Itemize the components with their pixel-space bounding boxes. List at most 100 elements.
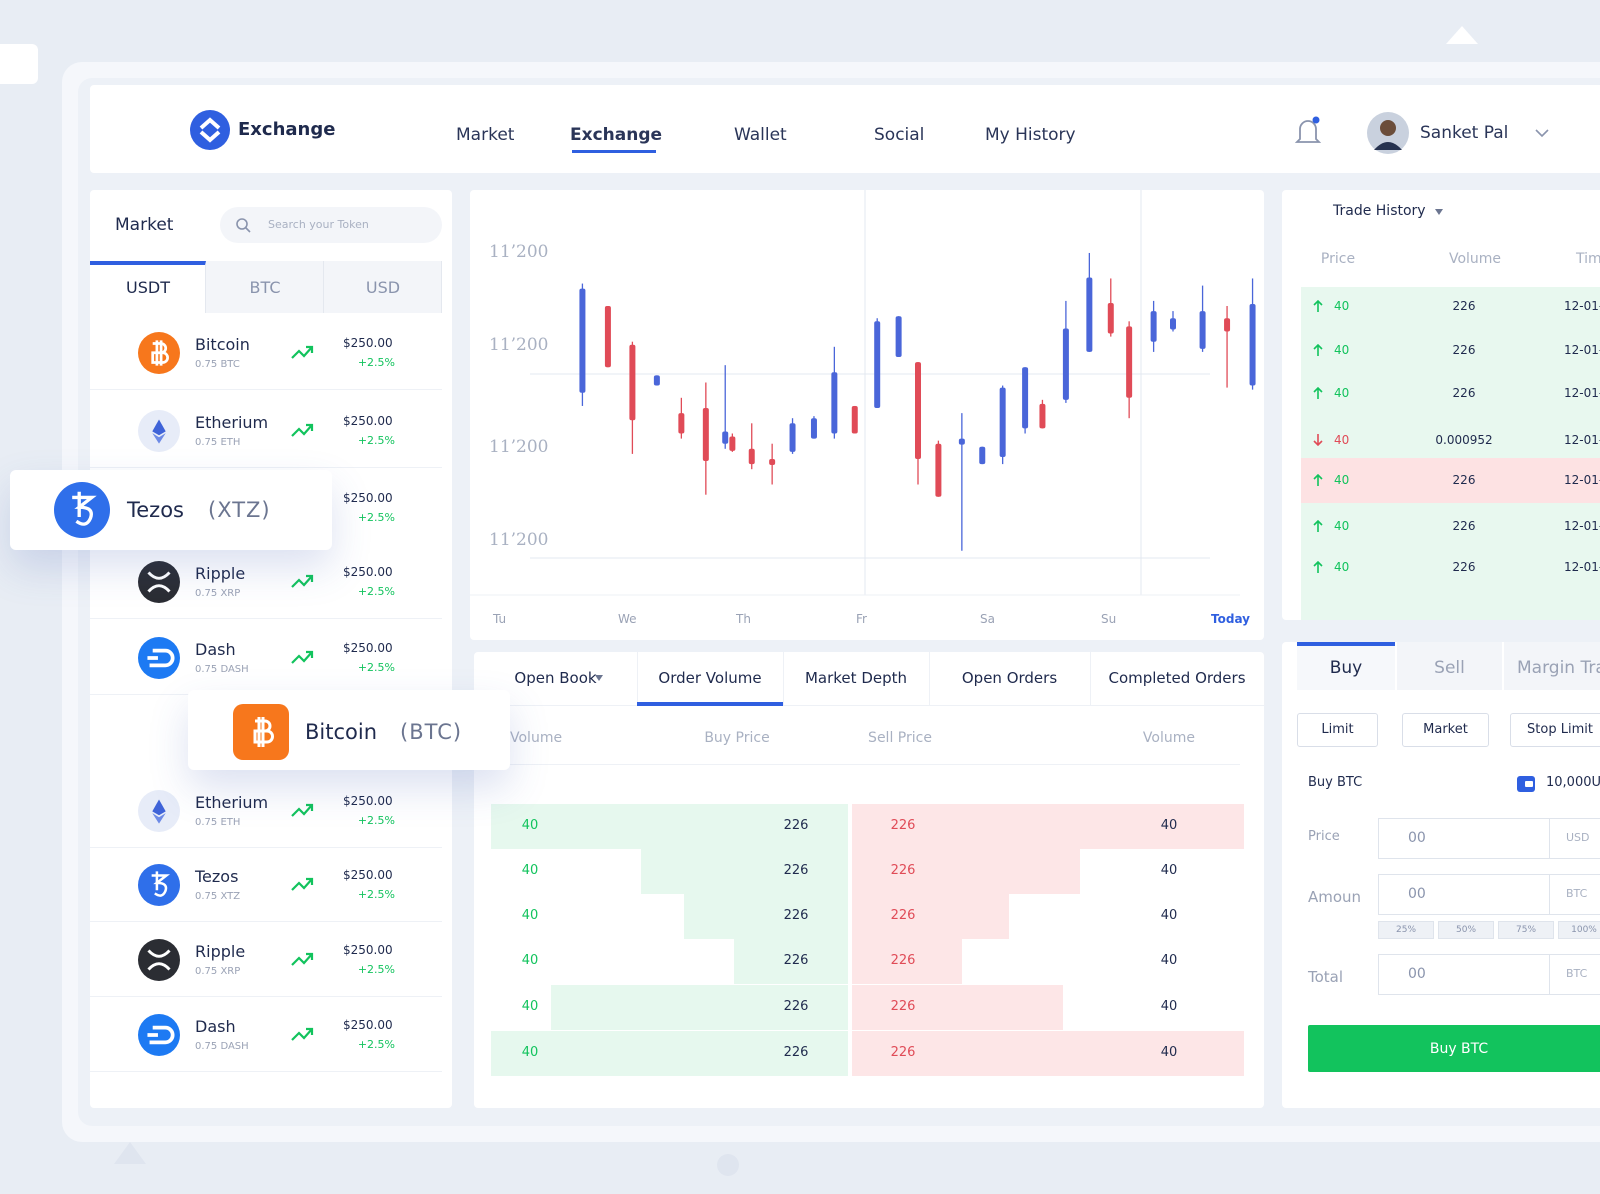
percent-label[interactable]: 25% bbox=[1395, 925, 1417, 935]
coin-price: $250.00 bbox=[343, 565, 393, 579]
button-label[interactable]: Buy BTC bbox=[1429, 1041, 1489, 1057]
buy-price: 226 bbox=[783, 953, 809, 968]
tab-label[interactable]: Open Book bbox=[514, 669, 597, 687]
tab bbox=[206, 261, 324, 313]
input-value[interactable]: 00 bbox=[1408, 966, 1426, 982]
trade-time: 12-01- bbox=[1564, 473, 1600, 487]
direction-arrow bbox=[1313, 474, 1323, 486]
trade-time: 12-01- bbox=[1564, 433, 1600, 447]
nav-link[interactable]: Exchange bbox=[570, 125, 663, 145]
tab-label[interactable]: Open Orders bbox=[961, 669, 1058, 687]
logo-text: Exchange bbox=[238, 119, 336, 140]
buy-depth-bar bbox=[551, 985, 848, 1030]
input-value[interactable]: 00 bbox=[1408, 830, 1426, 846]
button-label[interactable]: Limit bbox=[1321, 722, 1354, 737]
trend-icon bbox=[291, 345, 314, 359]
axis-label: Fr bbox=[856, 612, 867, 626]
tab bbox=[90, 261, 206, 313]
input-unit: BTC bbox=[1566, 967, 1588, 980]
sell-price: 226 bbox=[890, 999, 916, 1014]
coin-name[interactable]: Ripple bbox=[195, 942, 246, 961]
direction-arrow bbox=[1313, 344, 1323, 356]
input-unit: USD bbox=[1566, 831, 1590, 844]
tab-label[interactable]: Order Volume bbox=[658, 669, 762, 687]
column-header: Volume bbox=[1142, 730, 1195, 746]
trade-volume: 226 bbox=[1452, 343, 1476, 357]
percent-label[interactable]: 50% bbox=[1455, 925, 1477, 935]
search-placeholder[interactable]: Search your Token bbox=[268, 218, 369, 231]
nav-link[interactable]: My History bbox=[985, 125, 1076, 145]
input-field bbox=[1378, 874, 1600, 915]
trade-volume: 226 bbox=[1452, 473, 1476, 487]
nav-link[interactable]: Market bbox=[456, 125, 515, 145]
coin-price: $250.00 bbox=[343, 868, 393, 882]
tab-divider bbox=[637, 652, 638, 706]
tab-label[interactable]: BTC bbox=[249, 278, 281, 297]
buy-price: 226 bbox=[783, 818, 809, 833]
buy-volume: 40 bbox=[521, 908, 539, 923]
tab-label[interactable]: Completed Orders bbox=[1108, 669, 1246, 687]
tab-label[interactable]: Buy bbox=[1329, 658, 1363, 678]
tab-label[interactable]: Margin Tra bbox=[1517, 658, 1600, 678]
column-header: Price bbox=[1320, 251, 1356, 267]
tab bbox=[1297, 642, 1395, 690]
form-label: Total bbox=[1308, 968, 1344, 986]
user-name[interactable]: Sanket Pal bbox=[1420, 123, 1509, 143]
sell-depth-bar bbox=[852, 804, 1244, 849]
coin-amount: 0.75 XRP bbox=[195, 966, 241, 977]
direction-arrow bbox=[1313, 387, 1323, 399]
form-label: Amoun bbox=[1308, 888, 1362, 906]
axis-label: Tu bbox=[493, 612, 507, 626]
axis-label: Today bbox=[1211, 612, 1250, 626]
buy-volume: 40 bbox=[521, 1045, 539, 1060]
coin-name[interactable]: Bitcoin bbox=[195, 335, 250, 354]
trade-price: 40 bbox=[1334, 560, 1350, 574]
tab-label[interactable]: Market Depth bbox=[804, 669, 908, 687]
tab-divider bbox=[1090, 652, 1091, 706]
coin-name[interactable]: Etherium bbox=[195, 413, 269, 432]
percent-label[interactable]: 100% bbox=[1571, 925, 1597, 935]
coin-price: $250.00 bbox=[343, 336, 393, 350]
tab-label[interactable]: USDT bbox=[126, 278, 170, 297]
trade-price: 40 bbox=[1334, 433, 1350, 447]
history-bg bbox=[1301, 287, 1600, 620]
form-label: Price bbox=[1308, 829, 1340, 844]
buy-volume: 40 bbox=[521, 953, 539, 968]
coin-icon bbox=[138, 864, 180, 906]
sell-price: 226 bbox=[890, 863, 916, 878]
trade-time: 12-01- bbox=[1564, 519, 1600, 533]
coin-name[interactable]: Etherium bbox=[195, 793, 269, 812]
tab-label[interactable]: Sell bbox=[1434, 658, 1465, 678]
tab-label[interactable]: USD bbox=[365, 278, 401, 297]
trend-icon bbox=[291, 650, 314, 664]
panel-title: Market bbox=[115, 215, 174, 235]
bell-icon bbox=[1294, 116, 1322, 143]
header-rule bbox=[500, 764, 1240, 765]
buy-price: 226 bbox=[783, 999, 809, 1014]
coin-change: +2.5% bbox=[357, 814, 395, 827]
nav-underline bbox=[572, 150, 656, 153]
trade-volume: 0.000952 bbox=[1435, 433, 1493, 447]
trend-icon bbox=[291, 574, 314, 588]
nav-link[interactable]: Wallet bbox=[734, 125, 787, 145]
coin-name[interactable]: Tezos bbox=[195, 867, 239, 886]
input-value[interactable]: 00 bbox=[1408, 886, 1426, 902]
percent-label[interactable]: 75% bbox=[1515, 925, 1537, 935]
coin-name[interactable]: Ripple bbox=[195, 564, 246, 583]
sell-depth-bar bbox=[852, 939, 962, 984]
avatar bbox=[1367, 112, 1409, 154]
tab bbox=[1397, 642, 1502, 690]
coin-price: $250.00 bbox=[343, 641, 393, 655]
input-divider bbox=[1549, 954, 1550, 995]
coin-name[interactable]: Dash bbox=[195, 1017, 236, 1036]
button-label[interactable]: Stop Limit bbox=[1527, 722, 1593, 737]
button-label[interactable]: Market bbox=[1423, 722, 1468, 737]
coin-price: $250.00 bbox=[343, 1018, 393, 1032]
coin-name[interactable]: Dash bbox=[195, 640, 236, 659]
nav-link[interactable]: Social bbox=[874, 125, 925, 145]
tab bbox=[324, 261, 442, 313]
coin-icon bbox=[138, 790, 180, 832]
buy-depth-bar bbox=[734, 939, 848, 984]
panel-title[interactable]: Trade History bbox=[1333, 203, 1426, 219]
axis-label: 11’200 bbox=[489, 530, 549, 550]
